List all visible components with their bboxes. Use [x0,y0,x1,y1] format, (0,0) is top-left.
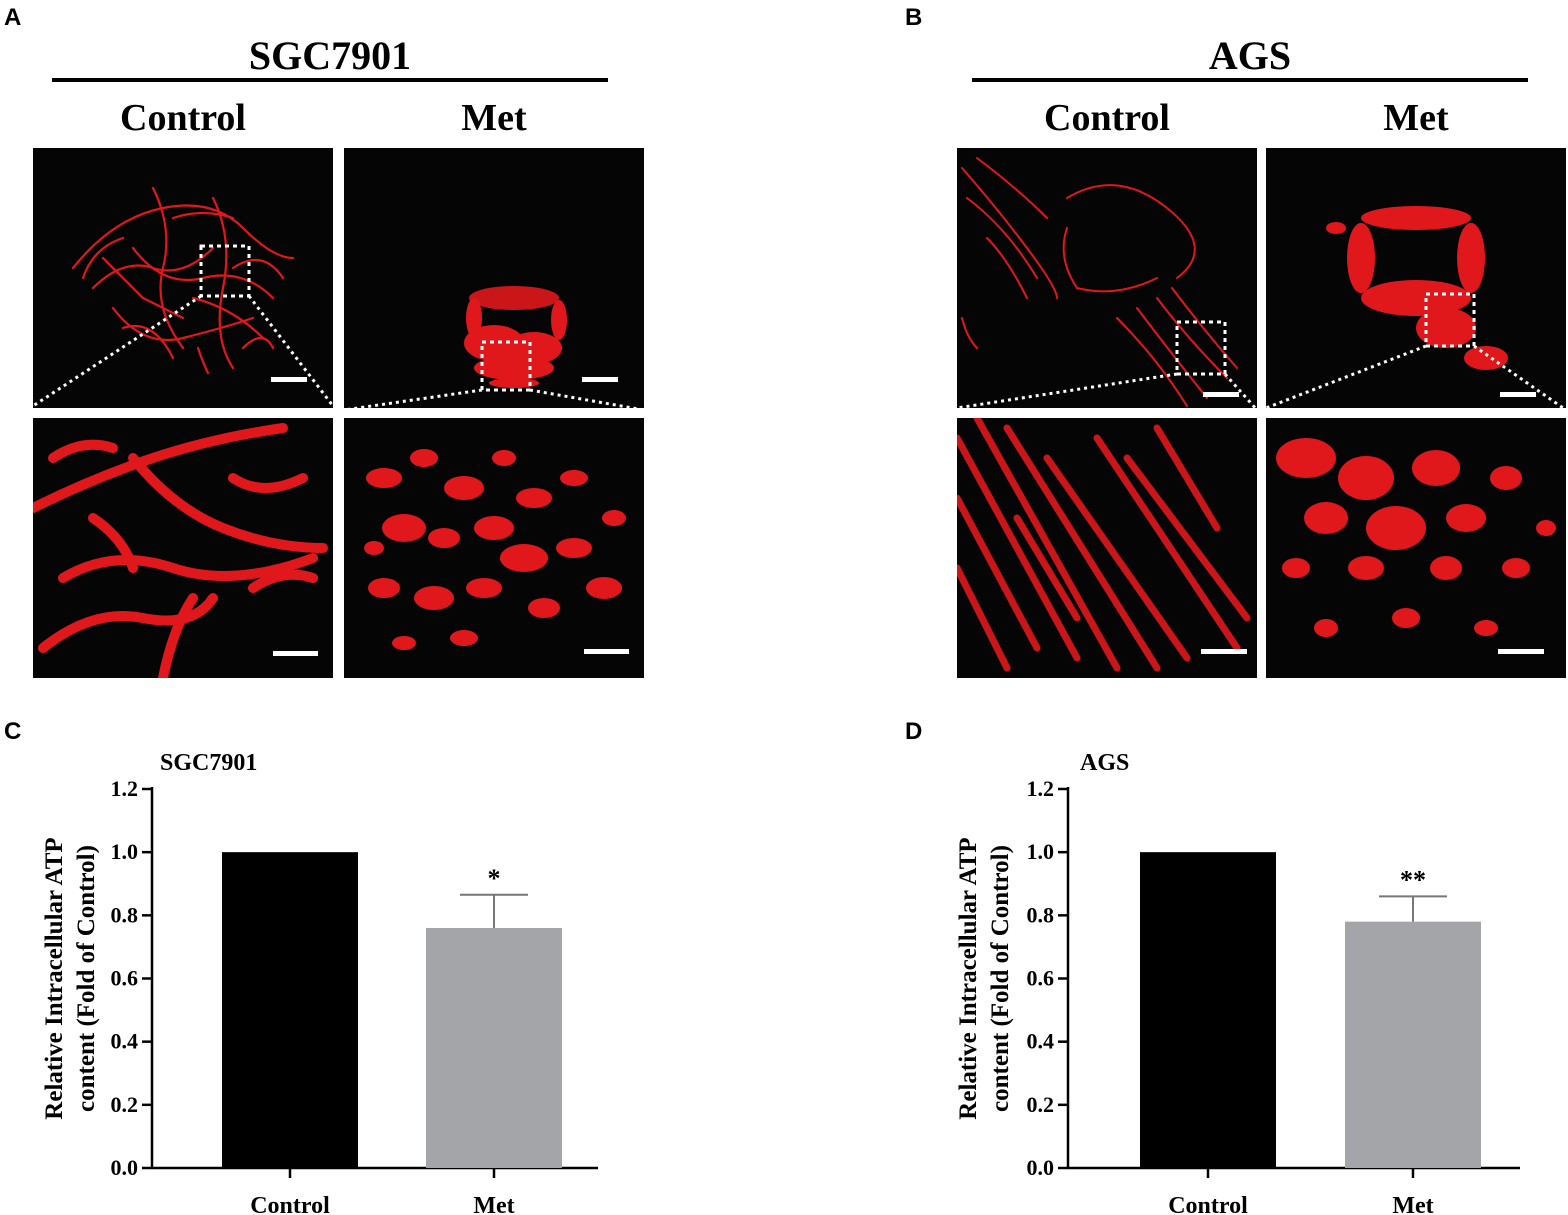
y-tick-label: 0.0 [1027,1155,1055,1180]
panel-letter-a: A [4,4,22,31]
y-tick-label: 1.2 [111,776,139,801]
panel-a-title-rule [52,78,608,82]
y-axis-label: content (Fold of Control) [73,845,100,1112]
mito-fragments-zoom [1276,438,1556,654]
panel-b-control-label: Control [1044,97,1170,139]
panel-letter-b: B [905,4,923,31]
panel-b-cell-line-title: AGS [1208,33,1292,78]
y-axis-label: Relative Intracellular ATP [41,837,68,1119]
y-tick-label: 0.4 [1027,1029,1055,1054]
x-tick-label: Met [473,1193,514,1215]
bar-chart-ags-atp: AGS 0.0 0.2 0.4 0.6 0.8 1.0 1.2 Relative Intrace… [955,750,1520,1215]
y-tick-label: 1.0 [1027,839,1055,864]
x-tick-label: Control [250,1193,330,1215]
y-tick-label: 0.8 [111,902,139,927]
y-axis-label: content (Fold of Control) [987,845,1014,1112]
mito-network-tubular [33,186,333,408]
x-tick-label: Control [1168,1193,1248,1215]
significance-marker: * [488,864,501,893]
panel-a-control-label: Control [120,97,246,139]
micrograph-ags-control-overview [957,148,1257,408]
micrograph-sgc7901-met-zoom [344,418,644,678]
bar-control [1140,852,1276,1168]
mito-network-tubular [957,157,1257,408]
chart-title: AGS [1080,750,1129,776]
bar-control [222,852,358,1168]
micrograph-sgc7901-control-zoom [33,418,333,678]
micrograph-sgc7901-control-overview [33,148,333,408]
panel-b-title-rule [972,78,1528,82]
micrograph-ags-control-zoom [957,418,1257,678]
micrograph-ags-met-zoom [1266,418,1566,678]
x-tick-label: Met [1392,1193,1433,1215]
bar-met [426,927,562,1168]
significance-marker: ** [1400,865,1426,894]
micrograph-ags-met-overview [1266,148,1566,408]
y-tick-label: 0.2 [111,1092,139,1117]
micrograph-sgc7901-met-overview [344,148,644,408]
mito-tubules-zoom [33,423,328,678]
y-tick-label: 0.2 [1027,1092,1055,1117]
panel-a-cell-line-title: SGC7901 [248,33,412,78]
mito-network-fragmented [347,286,642,408]
y-tick-label: 0.6 [111,966,139,991]
mito-fragments-zoom [364,449,629,654]
y-axis-label: Relative Intracellular ATP [955,837,982,1119]
mito-tubules-zoom [957,418,1251,672]
panel-a-met-label: Met [461,97,527,139]
y-tick-label: 1.0 [111,839,139,864]
y-tick-label: 0.0 [111,1155,139,1180]
y-tick-label: 0.6 [1027,966,1055,991]
panel-b-met-label: Met [1383,97,1449,139]
y-tick-label: 0.8 [1027,902,1055,927]
panel-letter-c: C [4,718,22,745]
bar-chart-sgc7901-atp: SGC7901 0.0 0.2 0.4 0.6 0.8 1.0 1.2 Relative Int… [41,750,598,1215]
y-tick-label: 0.4 [111,1029,139,1054]
bar-met [1345,921,1481,1168]
mito-network-fragmented [1266,206,1566,408]
chart-title: SGC7901 [160,750,257,776]
y-tick-label: 1.2 [1027,776,1055,801]
panel-letter-d: D [905,718,923,745]
